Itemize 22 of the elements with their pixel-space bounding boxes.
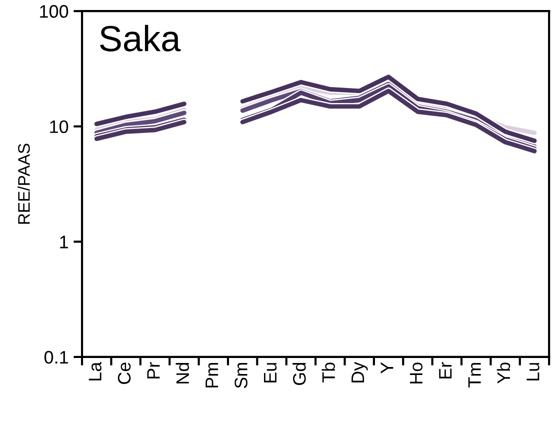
x-tick-label: Pr [147, 362, 160, 378]
x-tick-label: Gd [292, 362, 306, 386]
x-tick-label: Ce [118, 362, 131, 384]
x-tick-label: Y [380, 362, 394, 374]
x-tick-label: Tb [322, 362, 335, 382]
x-tick-label: Eu [264, 363, 277, 382]
x-tick-label: La [88, 362, 102, 380]
x-tick-label: Yb [496, 362, 510, 384]
x-tick-label: Sm [234, 363, 248, 388]
y-axis-title: REE/PAAS [18, 144, 30, 224]
y-tick-label: 1 [60, 236, 68, 248]
x-tick-label: Pm [206, 363, 218, 388]
x-tick-label: Er [439, 362, 452, 378]
y-tick-label: 100 [40, 5, 68, 18]
x-tick-label: Ho [410, 362, 423, 384]
y-tick-label: 0.1 [44, 350, 68, 364]
x-tick-label: Nd [176, 362, 190, 384]
x-tick-label: Dy [352, 362, 368, 382]
y-tick-label: 10 [50, 120, 68, 134]
x-tick-label: Lu [526, 363, 540, 380]
chart-title: Saka [100, 24, 181, 52]
x-tick-label: Tm [468, 363, 481, 388]
